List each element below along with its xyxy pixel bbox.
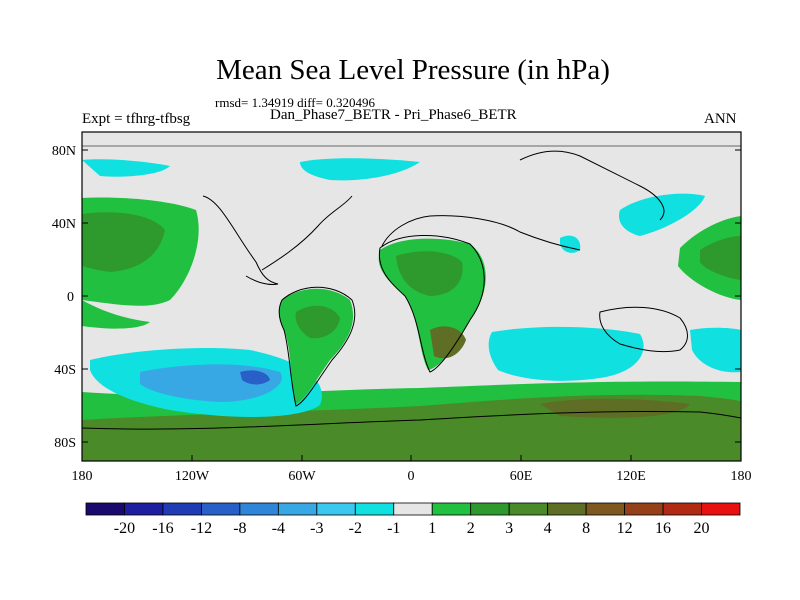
colorbar-swatch [393, 502, 433, 516]
lon-label-120e: 120E [616, 469, 646, 484]
colorbar-swatch [470, 502, 510, 516]
colorbar-label: 1 [428, 520, 436, 537]
arctic-cyan-west [82, 159, 170, 177]
colorbar-label: -16 [152, 520, 173, 537]
lon-label-180w: 180 [72, 469, 93, 484]
stats-label: rmsd= 1.34919 diff= 0.320496 [215, 95, 375, 110]
lat-label-0: 0 [67, 290, 74, 305]
colorbar-swatch [354, 502, 395, 516]
colorbar-label: -4 [272, 520, 285, 537]
north-pacific-west-dark [82, 212, 165, 272]
colorbar-label: -2 [349, 520, 362, 537]
colorbar-label: 8 [582, 520, 590, 537]
colorbar-label: 16 [655, 520, 671, 537]
experiment-label: Expt = tfhrg-tfbsg [82, 111, 191, 127]
colorbar-label: -1 [387, 520, 400, 537]
tasman-cyan [690, 327, 741, 373]
east-us-coast [261, 195, 353, 271]
eurasia-south-coast [381, 215, 581, 251]
lat-label-80n: 80N [52, 144, 76, 159]
north-pacific-east-dark [700, 236, 741, 280]
colorbar-swatch [85, 502, 125, 516]
africa-south-dark [430, 326, 466, 359]
indian-ocean-cyan [488, 326, 644, 381]
colorbar-label: 4 [544, 520, 552, 537]
map-title: Mean Sea Level Pressure (in hPa) [216, 54, 610, 86]
antarctic-high-patch [540, 398, 690, 418]
lat-label-40s: 40S [54, 363, 76, 378]
australia-coast [599, 306, 688, 353]
colorbar-swatch [508, 502, 549, 516]
colorbar-swatch [162, 502, 202, 516]
south-america-dark [295, 305, 340, 339]
lon-label-60e: 60E [510, 469, 533, 484]
colorbar-swatch [624, 502, 664, 516]
lon-label-60w: 60W [288, 469, 316, 484]
colorbar-swatch [547, 502, 587, 516]
colorbar-swatch [701, 502, 741, 516]
coastlines [82, 145, 741, 430]
japan-cyan [618, 193, 705, 236]
lat-label-80s: 80S [54, 436, 76, 451]
pacific-edge-green [82, 300, 150, 329]
colorbar-swatch [124, 502, 164, 516]
lat-label-40n: 40N [52, 217, 76, 232]
south-pacific-deep-blue [240, 370, 270, 385]
subtitle: Dan_Phase7_BETR - Pri_Phase6_BETR [270, 107, 517, 123]
lat-tick-marks [82, 149, 741, 443]
colorbar-label: 12 [617, 520, 633, 537]
colorbar-swatch [431, 502, 472, 516]
colorbar-label: -20 [114, 520, 135, 537]
lon-label-180e: 180 [731, 469, 752, 484]
season-label: ANN [704, 111, 737, 127]
colorbar-label: 20 [694, 520, 710, 537]
colorbar-label: -12 [191, 520, 212, 537]
siberia-coast [519, 150, 665, 221]
colorbar-label: -3 [310, 520, 323, 537]
south-america-coast [278, 286, 356, 407]
north-atlantic-cyan [300, 158, 420, 181]
colorbar-label: 3 [505, 520, 513, 537]
colorbar-swatch [316, 502, 356, 516]
lon-label-120w: 120W [175, 469, 210, 484]
colorbar-swatch [201, 502, 241, 516]
lon-label-0: 0 [408, 469, 415, 484]
north-america-coast [202, 195, 279, 285]
colorbar-swatch [585, 502, 625, 516]
antarctica-coast [82, 410, 741, 430]
colorbar-swatch [662, 502, 702, 516]
colorbar-labels: -20 -16 -12 -8 -4 -3 -2 -1 1 2 3 4 8 12 16 20 [114, 520, 710, 537]
colorbar-label: 2 [467, 520, 475, 537]
colorbar [85, 502, 741, 516]
africa-coast [378, 235, 485, 373]
colorbar-swatch [277, 502, 318, 516]
lon-tick-marks [81, 455, 742, 461]
colorbar-label: -8 [233, 520, 246, 537]
africa-north-dark [396, 251, 463, 296]
pressure-field [82, 132, 741, 461]
colorbar-swatch [239, 502, 279, 516]
